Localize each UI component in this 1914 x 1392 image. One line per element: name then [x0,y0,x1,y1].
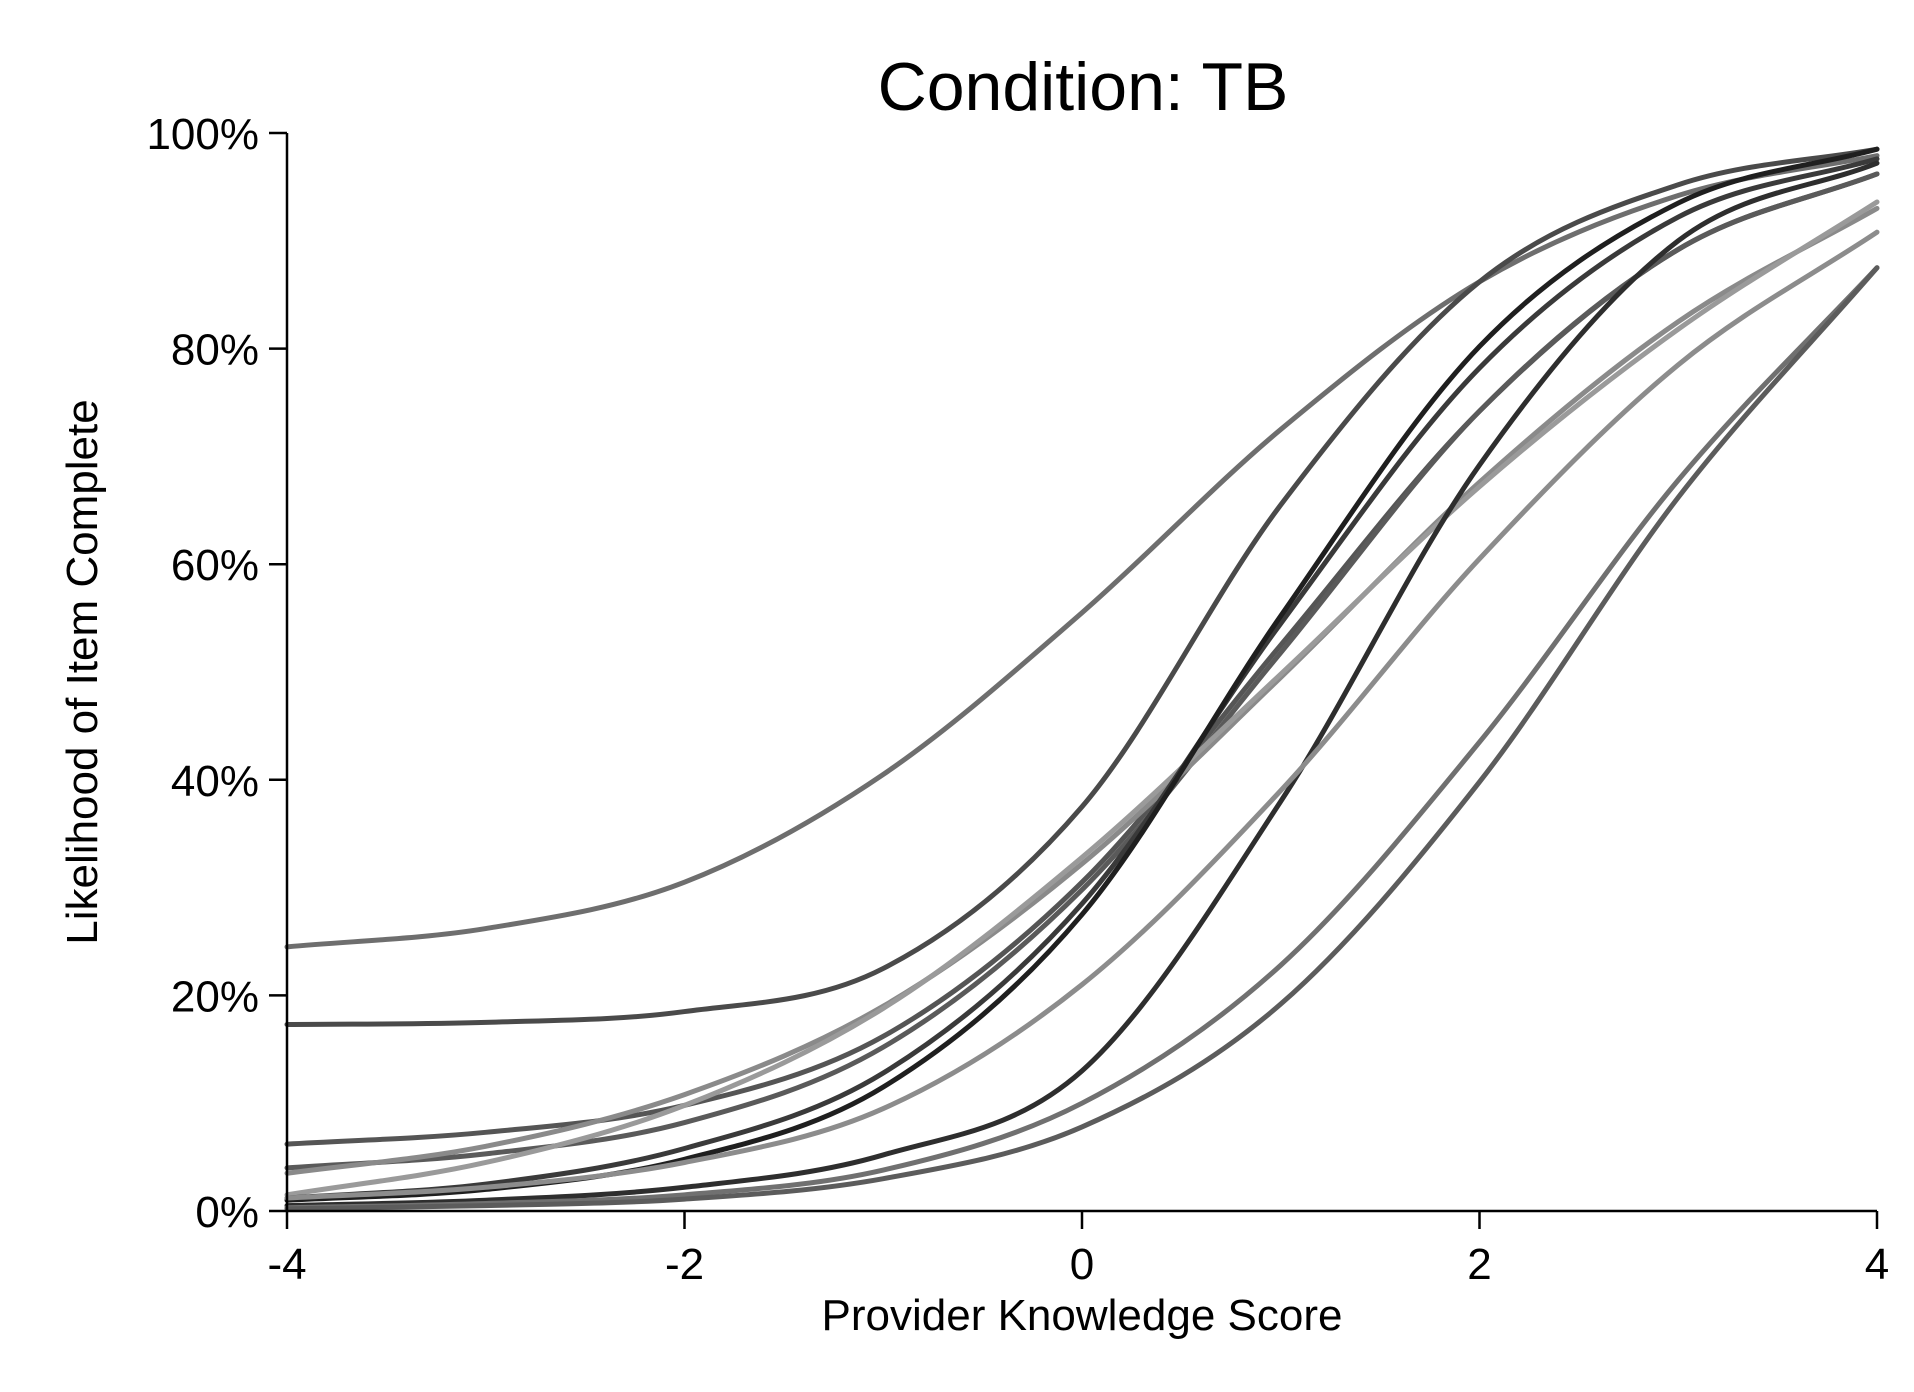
x-tick-label: 4 [1865,1240,1889,1289]
y-tick-label: 60% [171,541,259,590]
x-tick-label: 0 [1070,1240,1094,1289]
series-line-4 [284,171,1880,1171]
x-tick-label: 2 [1467,1240,1491,1289]
series-lines [284,146,1880,1212]
series-line-7 [284,156,1880,1201]
series-line-3 [284,171,1880,1147]
y-axis-ticks: 0% 20% 40% 60% 80% 100% [146,110,287,1237]
x-tick-label: -2 [665,1240,704,1289]
y-tick-label: 100% [146,110,259,159]
chart-title: Condition: TB [878,49,1289,125]
series-line-9 [284,160,1880,1209]
series-line-11 [284,265,1880,1211]
series-line-8 [284,146,1880,1203]
x-axis-label: Provider Knowledge Score [822,1291,1343,1340]
x-tick-label: -4 [267,1240,306,1289]
series-line-2 [284,146,1880,1028]
y-axis-label: Likelihood of Item Complete [58,399,107,944]
series-line-6 [284,199,1880,1198]
y-tick-label: 0% [195,1188,259,1237]
y-tick-label: 40% [171,757,259,806]
y-tick-label: 80% [171,326,259,375]
series-line-1 [284,153,1880,950]
series-line-12 [284,265,1880,1212]
series-line-10 [284,229,1880,1201]
y-tick-label: 20% [171,972,259,1021]
x-axis-ticks: -4 -2 0 2 4 [267,1211,1889,1289]
series-line-5 [284,205,1880,1176]
